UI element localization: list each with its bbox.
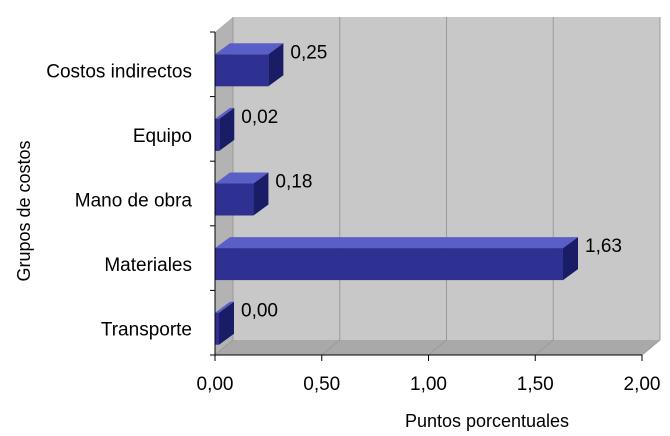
category-label: Costos indirectos — [46, 61, 192, 82]
floor-gridline — [428, 339, 447, 356]
axes — [210, 31, 643, 361]
bar-front-face — [215, 54, 269, 87]
bar-front-face — [215, 118, 220, 151]
bar-side-face — [563, 237, 579, 281]
data-label: 0,00 — [241, 301, 278, 322]
bar-side-face — [219, 301, 234, 345]
bar-front-face — [215, 248, 564, 281]
bars — [215, 43, 579, 345]
bar-front-face — [215, 312, 219, 345]
data-label: 0,18 — [275, 172, 312, 193]
bar-front-face — [215, 183, 254, 216]
bar — [215, 237, 579, 281]
floor-gridline — [534, 339, 554, 356]
x-tick-label: 0,00 — [197, 374, 234, 395]
bar-side-face — [268, 43, 284, 87]
bar-top-face — [215, 43, 284, 55]
floor-gridline — [641, 339, 661, 356]
y-axis-title: Grupos de costos — [14, 140, 34, 281]
x-tick-label: 1,50 — [517, 374, 554, 395]
bar-top-face — [215, 301, 234, 313]
bar-side-face — [219, 107, 235, 151]
bar-top-face — [215, 172, 269, 184]
bar — [215, 107, 235, 151]
x-tick-label: 1,00 — [410, 374, 447, 395]
data-label: 1,63 — [585, 236, 622, 257]
bar-top-face — [215, 107, 235, 119]
labels: 0,00 0,50 1,00 1,50 2,00 0,25 Costos indirecto… — [46, 42, 660, 395]
floor-gridline — [321, 339, 341, 356]
x-tick-label: 2,00 — [624, 374, 661, 395]
bar — [215, 172, 269, 216]
floor-gridline — [214, 339, 234, 356]
bar-side-face — [253, 172, 269, 216]
x-axis-title: Puntos porcentuales — [405, 411, 569, 431]
bar — [215, 43, 284, 87]
x-tick-label: 0,50 — [303, 374, 340, 395]
data-label: 0,02 — [241, 107, 278, 128]
category-label: Equipo — [133, 126, 192, 147]
category-label: Transporte — [101, 320, 192, 341]
bar — [215, 301, 234, 345]
bar-top-face — [215, 237, 579, 249]
data-label: 0,25 — [290, 42, 327, 63]
category-label: Materiales — [104, 255, 192, 276]
category-label: Mano de obra — [75, 191, 193, 212]
